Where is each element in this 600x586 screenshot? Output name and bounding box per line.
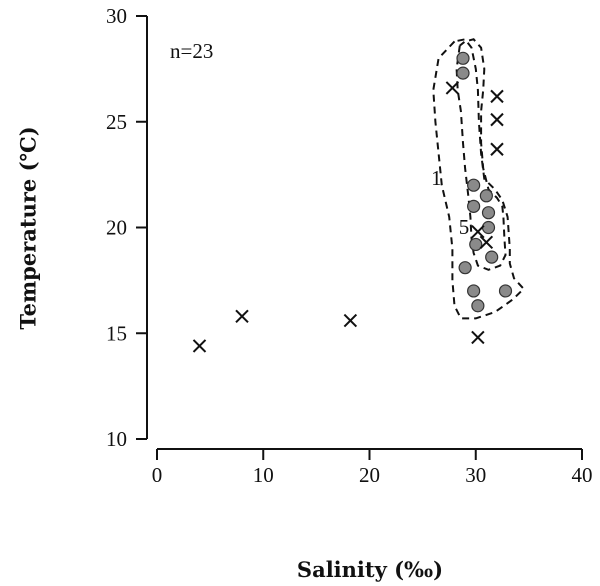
- axes: [146, 16, 582, 450]
- contour-1: [432, 38, 525, 320]
- cross-point: [235, 309, 249, 324]
- cross-point: [490, 142, 504, 156]
- contours: [432, 38, 525, 320]
- cross-point: [490, 112, 504, 127]
- cross-point: [471, 225, 485, 239]
- cross-point: [192, 339, 207, 353]
- contour-5: [455, 38, 507, 271]
- circle-point: [469, 237, 483, 252]
- circle-point: [498, 284, 513, 298]
- x-ticks: 0 10 20 30 40: [152, 449, 593, 487]
- y-ticks: 10 15 20 25 30: [106, 4, 147, 451]
- data-points: [192, 51, 513, 353]
- circle-point: [481, 206, 496, 220]
- cross-point: [471, 330, 485, 345]
- y-axis-title: Temperature (℃): [16, 126, 41, 329]
- contour-label-5: 5: [459, 215, 470, 239]
- circle-point: [467, 178, 481, 192]
- circle-point: [471, 299, 485, 313]
- x-tick-label: 40: [572, 463, 593, 487]
- circle-point: [481, 220, 496, 235]
- x-tick-label: 30: [465, 463, 486, 487]
- contour-label-1: 1: [431, 166, 442, 190]
- circle-point: [467, 199, 481, 213]
- x-tick-label: 0: [152, 463, 163, 487]
- circle-point: [456, 66, 470, 80]
- cross-point: [490, 89, 504, 104]
- y-tick-label: 10: [106, 427, 127, 451]
- circle-point: [467, 284, 481, 298]
- circle-point: [485, 250, 499, 264]
- y-tick-label: 30: [106, 4, 127, 28]
- x-tick-label: 20: [359, 463, 380, 487]
- circle-point: [479, 189, 493, 203]
- circle-point: [456, 51, 470, 65]
- cross-point: [343, 313, 358, 328]
- cross-point: [479, 235, 494, 250]
- y-tick-label: 15: [106, 321, 127, 345]
- cross-point: [445, 81, 460, 95]
- circle-point: [458, 261, 472, 275]
- y-tick-label: 20: [106, 216, 127, 240]
- x-tick-label: 10: [253, 463, 274, 487]
- y-tick-label: 25: [106, 110, 127, 134]
- x-axis-title: Salinity (‰): [297, 557, 443, 582]
- sample-count-annotation: n=23: [170, 39, 213, 63]
